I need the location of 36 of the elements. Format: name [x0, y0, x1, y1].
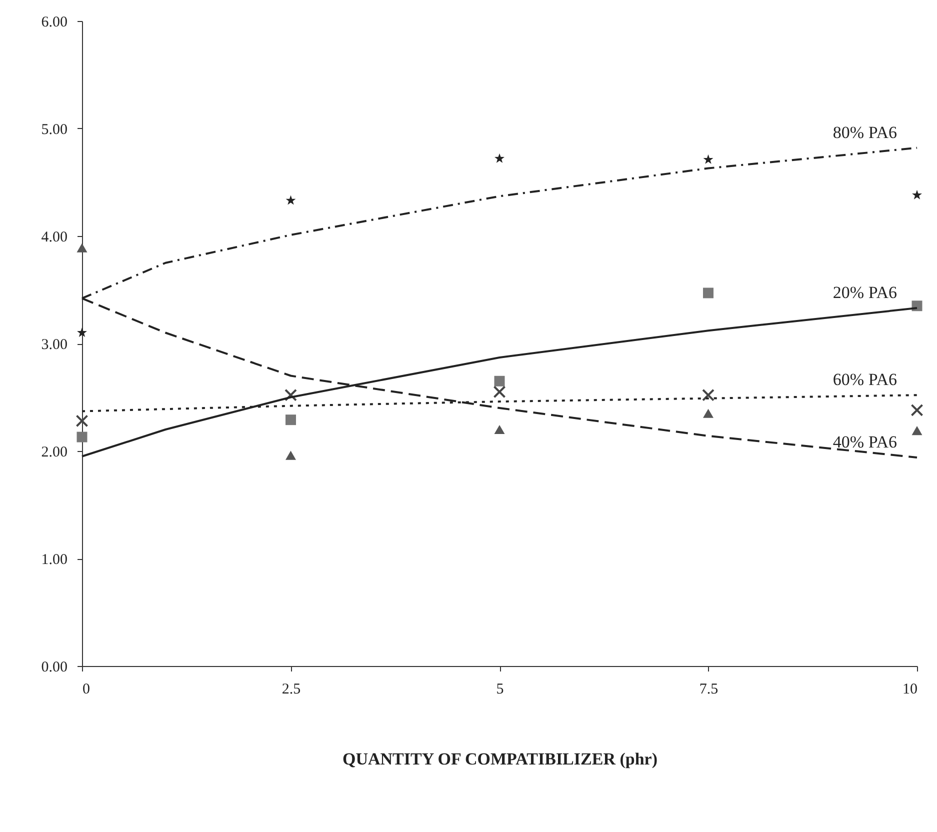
point — [912, 426, 922, 436]
y-tick-label: 5.00 — [41, 122, 68, 138]
point — [494, 376, 505, 386]
point — [494, 424, 505, 434]
point — [76, 414, 88, 428]
point — [284, 388, 297, 402]
x-axis-title: QUANTITY OF COMPATIBILIZER (phr) — [342, 750, 658, 768]
point — [76, 243, 88, 252]
y-tick-label: 3.00 — [41, 337, 68, 353]
point — [286, 414, 296, 426]
y-tick-label: 6.00 — [41, 14, 68, 30]
point — [910, 404, 924, 416]
y-tick-label: 2.00 — [41, 444, 68, 460]
x-tick-label: 7.5 — [699, 682, 718, 698]
point — [703, 408, 714, 418]
series-label: 20% PA6 — [832, 283, 897, 302]
x-tick-label: 5 — [496, 682, 504, 698]
series-label: 40% PA6 — [832, 432, 897, 452]
point — [77, 328, 87, 337]
point — [702, 388, 714, 402]
point — [286, 450, 296, 460]
x-tick-label: 10 — [902, 682, 918, 698]
point — [703, 288, 714, 298]
series-label: 60% PA6 — [832, 370, 897, 390]
x-tick-label: 0 — [82, 682, 90, 698]
point — [493, 386, 506, 398]
y-tick-label: 4.00 — [41, 230, 68, 246]
x-tick-label: 2.5 — [282, 682, 301, 698]
series-label: 80% PA6 — [832, 122, 897, 142]
point — [286, 195, 296, 205]
y-tick-label: 1.00 — [41, 552, 68, 568]
y-tick-label: 0.00 — [41, 660, 68, 676]
point — [703, 154, 714, 164]
point — [912, 190, 922, 200]
point — [76, 432, 88, 442]
point — [494, 153, 504, 163]
